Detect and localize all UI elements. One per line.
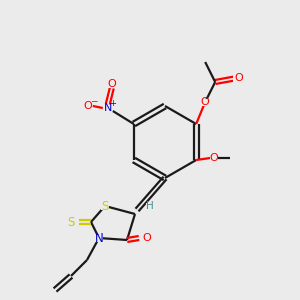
- Text: +: +: [110, 98, 116, 107]
- Bar: [83, 103, 92, 110]
- Text: N: N: [103, 103, 112, 113]
- Bar: [210, 154, 218, 161]
- Text: O: O: [83, 101, 92, 111]
- Bar: [143, 235, 151, 242]
- Bar: [101, 202, 109, 209]
- Bar: [95, 235, 103, 242]
- Text: −: −: [90, 97, 98, 106]
- Bar: [108, 80, 116, 88]
- Bar: [201, 98, 209, 106]
- Text: O: O: [210, 153, 219, 163]
- Text: S: S: [101, 200, 109, 212]
- Text: O: O: [142, 233, 152, 243]
- Text: H: H: [146, 201, 154, 211]
- Bar: [233, 74, 241, 82]
- Bar: [67, 218, 75, 226]
- Text: S: S: [67, 215, 75, 229]
- Text: O: O: [201, 97, 210, 107]
- Bar: [103, 104, 112, 112]
- Text: N: N: [94, 232, 103, 244]
- Text: O: O: [107, 79, 116, 89]
- Text: O: O: [235, 73, 244, 83]
- Bar: [146, 203, 152, 209]
